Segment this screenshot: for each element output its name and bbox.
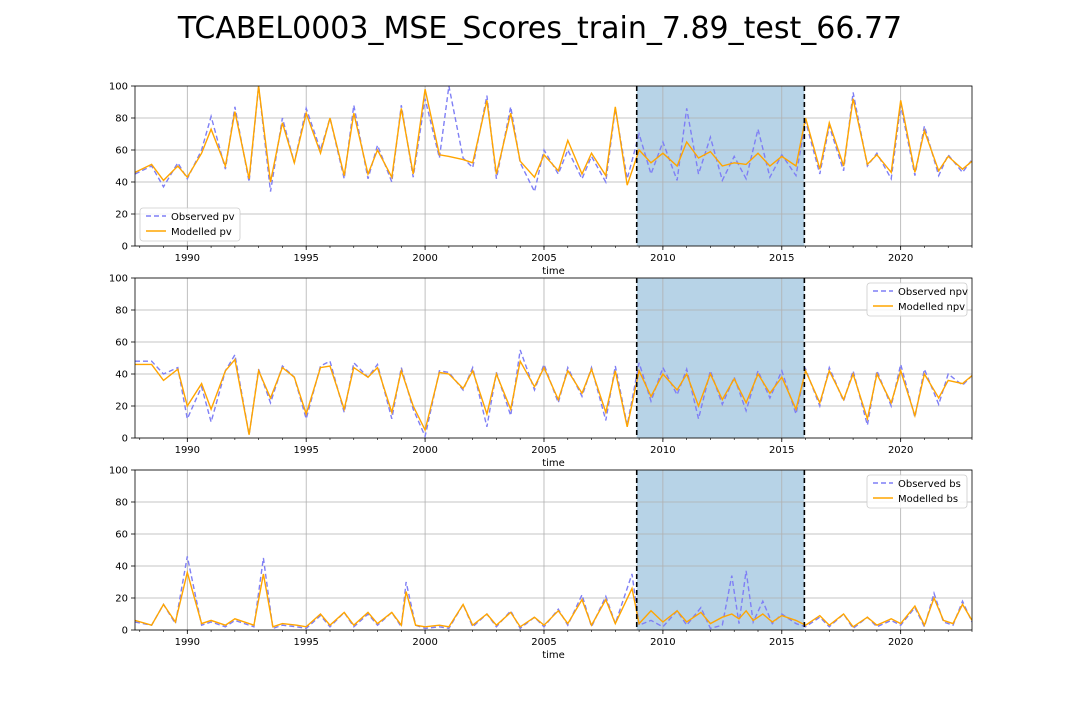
y-tick-label: 0 <box>122 434 128 445</box>
figure-title: TCABEL0003_MSE_Scores_train_7.89_test_66… <box>177 11 902 46</box>
modelled-series-line <box>135 86 972 186</box>
x-axis-label: time <box>542 458 565 469</box>
legend-label: Modelled bs <box>898 494 958 505</box>
legend-label: Modelled npv <box>898 302 965 313</box>
y-tick-label: 100 <box>109 274 128 285</box>
x-tick-label: 2005 <box>531 445 556 456</box>
legend-label: Observed pv <box>171 212 235 223</box>
x-axis-label: time <box>542 266 565 277</box>
x-tick-label: 2010 <box>650 637 675 648</box>
x-tick-label: 2000 <box>412 445 437 456</box>
plot-frame <box>134 469 973 631</box>
y-tick-label: 40 <box>115 178 128 189</box>
x-tick-label: 1990 <box>175 637 200 648</box>
y-tick-label: 60 <box>115 530 128 541</box>
x-tick-label: 2015 <box>769 253 794 264</box>
legend: Observed bs Modelled bs <box>866 474 968 509</box>
test-period-span <box>636 86 805 246</box>
y-tick-label: 0 <box>122 242 128 253</box>
plot-frame <box>134 277 973 439</box>
y-tick-label: 40 <box>115 562 128 573</box>
x-tick-label: 2000 <box>412 637 437 648</box>
plot-frame <box>134 85 973 247</box>
y-tick-label: 20 <box>115 210 128 221</box>
chart-panel-npv: 0 20 40 60 80 100 1990 1995 2000 2005 2010 2015 2020… <box>109 274 973 469</box>
observed-series-line <box>135 556 972 630</box>
x-tick-label: 2015 <box>769 445 794 456</box>
y-tick-label: 80 <box>115 114 128 125</box>
x-tick-label: 2020 <box>888 445 913 456</box>
legend-label: Modelled pv <box>171 227 232 238</box>
y-tick-label: 100 <box>109 82 128 93</box>
test-period-span <box>636 278 805 438</box>
x-tick-label: 2010 <box>650 445 675 456</box>
y-tick-label: 80 <box>115 306 128 317</box>
x-tick-label: 2010 <box>650 253 675 264</box>
x-tick-label: 2020 <box>888 637 913 648</box>
x-tick-label: 2000 <box>412 253 437 264</box>
y-tick-label: 60 <box>115 338 128 349</box>
x-tick-label: 1995 <box>293 253 318 264</box>
legend: Observed npv Modelled npv <box>866 282 968 317</box>
x-tick-label: 1990 <box>175 445 200 456</box>
chart-panel-bs: 0 20 40 60 80 100 1990 1995 2000 2005 2010 2015 2020… <box>109 466 973 661</box>
x-tick-label: 2015 <box>769 637 794 648</box>
y-tick-label: 0 <box>122 626 128 637</box>
y-tick-label: 100 <box>109 466 128 477</box>
y-tick-label: 20 <box>115 402 128 413</box>
y-tick-label: 20 <box>115 594 128 605</box>
modelled-series-line <box>135 358 972 435</box>
legend-label: Observed bs <box>898 479 961 490</box>
legend-label: Observed npv <box>898 287 968 298</box>
y-tick-label: 60 <box>115 146 128 157</box>
modelled-series-line <box>135 569 972 628</box>
x-tick-label: 1995 <box>293 445 318 456</box>
test-period-span <box>636 470 805 630</box>
legend: Observed pv Modelled pv <box>139 207 241 242</box>
y-tick-label: 80 <box>115 498 128 509</box>
x-tick-label: 1990 <box>175 253 200 264</box>
chart-panel-pv: 0 20 40 60 80 100 1990 1995 2000 2005 2010 2015 2020… <box>109 82 973 277</box>
y-tick-label: 40 <box>115 370 128 381</box>
x-axis-label: time <box>542 650 565 661</box>
x-tick-label: 2005 <box>531 253 556 264</box>
x-tick-label: 2005 <box>531 637 556 648</box>
x-tick-label: 2020 <box>888 253 913 264</box>
x-tick-label: 1995 <box>293 637 318 648</box>
